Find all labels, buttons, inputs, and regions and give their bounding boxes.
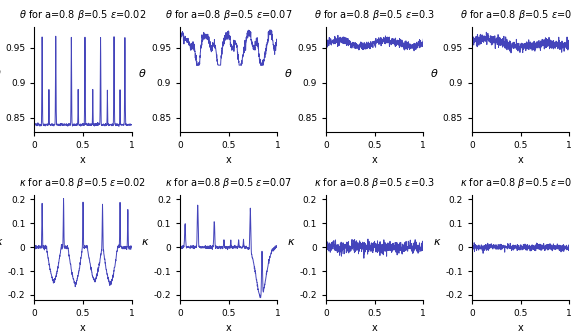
Y-axis label: $\kappa$: $\kappa$ bbox=[0, 237, 3, 247]
X-axis label: x: x bbox=[518, 155, 523, 165]
X-axis label: x: x bbox=[80, 155, 86, 165]
X-axis label: x: x bbox=[226, 155, 232, 165]
Title: $\kappa$ for a=0.8 $\beta$=0.5 $\varepsilon$=0.02: $\kappa$ for a=0.8 $\beta$=0.5 $\varepsi… bbox=[19, 176, 146, 190]
Y-axis label: $\kappa$: $\kappa$ bbox=[287, 237, 295, 247]
Title: $\theta$ for a=0.8 $\beta$=0.5 $\varepsilon$=0.8: $\theta$ for a=0.8 $\beta$=0.5 $\varepsi… bbox=[460, 8, 572, 22]
Y-axis label: $\theta$: $\theta$ bbox=[284, 67, 293, 79]
Y-axis label: $\theta$: $\theta$ bbox=[430, 67, 439, 79]
Title: $\kappa$ for a=0.8 $\beta$=0.5 $\varepsilon$=0.8: $\kappa$ for a=0.8 $\beta$=0.5 $\varepsi… bbox=[460, 176, 572, 190]
X-axis label: x: x bbox=[372, 323, 378, 333]
X-axis label: x: x bbox=[372, 155, 378, 165]
X-axis label: x: x bbox=[226, 323, 232, 333]
X-axis label: x: x bbox=[518, 323, 523, 333]
Y-axis label: $\theta$: $\theta$ bbox=[138, 67, 147, 79]
Title: $\theta$ for a=0.8 $\beta$=0.5 $\varepsilon$=0.3: $\theta$ for a=0.8 $\beta$=0.5 $\varepsi… bbox=[314, 8, 435, 22]
Y-axis label: $\theta$: $\theta$ bbox=[0, 67, 1, 79]
Y-axis label: $\kappa$: $\kappa$ bbox=[141, 237, 149, 247]
Title: $\theta$ for a=0.8 $\beta$=0.5 $\varepsilon$=0.07: $\theta$ for a=0.8 $\beta$=0.5 $\varepsi… bbox=[165, 8, 292, 22]
Y-axis label: $\kappa$: $\kappa$ bbox=[432, 237, 441, 247]
Title: $\kappa$ for a=0.8 $\beta$=0.5 $\varepsilon$=0.07: $\kappa$ for a=0.8 $\beta$=0.5 $\varepsi… bbox=[165, 176, 292, 190]
Title: $\kappa$ for a=0.8 $\beta$=0.5 $\varepsilon$=0.3: $\kappa$ for a=0.8 $\beta$=0.5 $\varepsi… bbox=[314, 176, 435, 190]
X-axis label: x: x bbox=[80, 323, 86, 333]
Title: $\theta$ for a=0.8 $\beta$=0.5 $\varepsilon$=0.02: $\theta$ for a=0.8 $\beta$=0.5 $\varepsi… bbox=[19, 8, 146, 22]
